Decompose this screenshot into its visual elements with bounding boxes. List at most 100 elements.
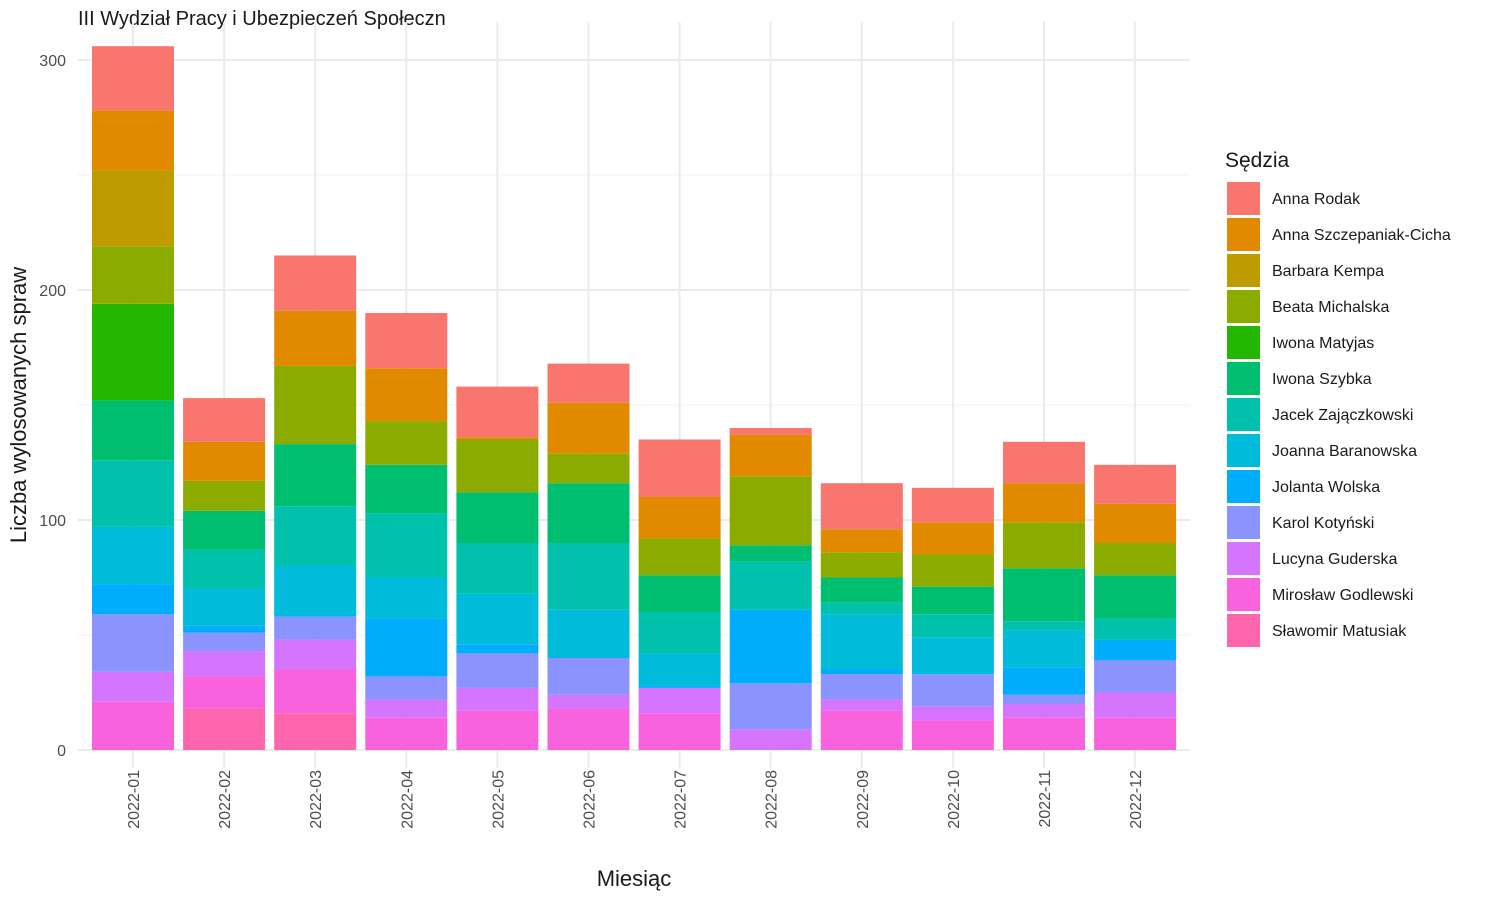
- bar-segment: [547, 694, 630, 709]
- bar-segment: [729, 434, 812, 477]
- bar-segment: [274, 310, 357, 366]
- bar-segment: [1003, 441, 1085, 484]
- bar-segment: [911, 614, 994, 638]
- y-axis-title: Liczba wylosowanych spraw: [6, 267, 31, 543]
- bar-segment: [274, 566, 357, 617]
- bar-segment: [92, 671, 174, 702]
- legend-swatch: [1227, 218, 1260, 251]
- bar-segment: [92, 46, 174, 111]
- bar-segment: [456, 492, 539, 543]
- bar-segment: [1003, 667, 1085, 695]
- bar-segment: [456, 593, 539, 645]
- bar-segment: [911, 522, 994, 555]
- bar-segment: [274, 506, 357, 566]
- bar-segment: [92, 246, 174, 304]
- bar-segment: [1003, 694, 1085, 704]
- legend-label: Jacek Zajączkowski: [1272, 407, 1413, 424]
- bar-segment: [365, 618, 448, 677]
- x-tick-label: 2022-10: [946, 770, 963, 829]
- bar-segment: [1094, 692, 1177, 718]
- legend-swatch: [1227, 578, 1260, 611]
- bar-segment: [274, 639, 357, 670]
- bar-segment: [547, 658, 630, 695]
- legend-label: Iwona Szybka: [1272, 371, 1372, 388]
- bar-segment: [547, 609, 630, 658]
- x-tick-label: 2022-06: [582, 770, 599, 829]
- legend-swatch: [1227, 542, 1260, 575]
- bar-segment: [92, 701, 174, 750]
- bar-segment: [638, 497, 721, 539]
- bar-segment: [365, 313, 448, 369]
- y-tick-label: 200: [39, 283, 66, 300]
- legend-swatch: [1227, 398, 1260, 431]
- bar-segment: [92, 303, 174, 401]
- y-tick-label: 300: [39, 53, 66, 70]
- bar-segment: [456, 386, 539, 438]
- bar-segment: [456, 543, 539, 594]
- x-tick-label: 2022-12: [1128, 770, 1145, 829]
- x-tick-label: 2022-08: [764, 770, 781, 829]
- bar-segment: [547, 453, 630, 484]
- bar-segment: [638, 687, 721, 714]
- bar-segment: [92, 584, 174, 615]
- bar-segment: [729, 428, 812, 435]
- chart-title: III Wydział Pracy i Ubezpieczeń Społeczn: [78, 8, 446, 30]
- legend-label: Beata Michalska: [1272, 299, 1389, 316]
- legend-label: Iwona Matyjas: [1272, 335, 1374, 352]
- bar-segment: [274, 616, 357, 640]
- bar-segment: [820, 614, 903, 670]
- bar-segment: [1003, 483, 1085, 523]
- bar-segment: [911, 586, 994, 615]
- bar-segment: [638, 685, 721, 688]
- bar-segment: [92, 460, 174, 527]
- bar-segment: [1094, 503, 1177, 543]
- bar-segment: [638, 439, 721, 497]
- bar-segment: [547, 708, 630, 750]
- legend-swatch: [1227, 434, 1260, 467]
- bar-segment: [820, 699, 903, 711]
- bar-segment: [911, 706, 994, 721]
- bar-segment: [911, 554, 994, 587]
- bar-segment: [92, 614, 174, 672]
- bar-segment: [1003, 621, 1085, 631]
- bar-segment: [183, 549, 266, 589]
- bar-segment: [638, 653, 721, 686]
- legend-label: Karol Kotyński: [1272, 515, 1374, 532]
- x-tick-label: 2022-01: [126, 770, 143, 829]
- y-tick-label: 0: [57, 743, 66, 760]
- bar-segment: [1094, 717, 1177, 750]
- bar-segment: [638, 612, 721, 654]
- legend-swatch: [1227, 470, 1260, 503]
- bar-segment: [638, 713, 721, 750]
- bar-segment: [456, 687, 539, 711]
- bar-segment: [274, 255, 357, 311]
- bar-segment: [911, 487, 994, 523]
- bar-segment: [92, 170, 174, 247]
- bar-segment: [183, 625, 266, 633]
- legend-title: Sędzia: [1225, 149, 1290, 172]
- x-tick-label: 2022-11: [1037, 770, 1054, 828]
- bar-segment: [365, 368, 448, 422]
- bar-segment: [820, 669, 903, 675]
- legend-label: Sławomir Matusiak: [1272, 623, 1407, 640]
- bar-segment: [365, 513, 448, 578]
- x-tick-label: 2022-03: [308, 770, 325, 829]
- bar-segment: [456, 439, 539, 493]
- x-tick-label: 2022-02: [217, 770, 234, 829]
- bar-segment: [456, 653, 539, 688]
- bar-segment: [820, 674, 903, 700]
- bar-segment: [365, 464, 448, 514]
- bar-segment: [1094, 639, 1177, 661]
- bar-segment: [1094, 660, 1177, 693]
- bar-segment: [547, 363, 630, 403]
- bar-segment: [729, 609, 812, 684]
- bar-segment: [729, 545, 812, 562]
- bar-segment: [456, 710, 539, 750]
- bar-segment: [274, 669, 357, 714]
- bar-segment: [183, 632, 266, 652]
- legend-label: Mirosław Godlewski: [1272, 587, 1413, 604]
- bar-segment: [92, 110, 174, 171]
- bar-segment: [183, 398, 266, 442]
- bar-segment: [729, 683, 812, 730]
